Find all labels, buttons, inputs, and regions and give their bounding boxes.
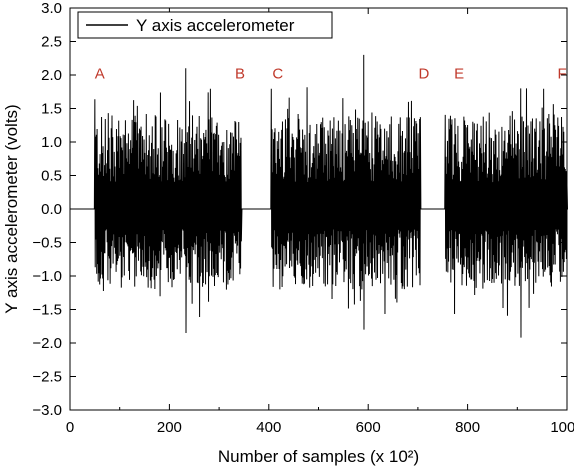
y-axis-title: Y axis accelerometer (volts) — [2, 104, 21, 313]
ticks-layer: 0 200 400 600 800 1000 −3.0 −2.5 −2.0 −1.5 −1.0 −0.… — [32, 0, 574, 436]
y-tick-label: 2.0 — [41, 67, 62, 84]
x-tick-label: 600 — [356, 419, 381, 436]
x-axis-title: Number of samples (x 10²) — [218, 447, 419, 466]
y-tick-label: 3.0 — [41, 0, 62, 17]
segment-label-f: F — [557, 65, 566, 82]
y-tick-label: −2.5 — [32, 369, 62, 386]
y-tick-label: 0.0 — [41, 201, 62, 218]
legend-label: Y axis accelerometer — [136, 16, 295, 35]
y-tick-label: 0.5 — [41, 168, 62, 185]
y-tick-label: −2.0 — [32, 335, 62, 352]
segment-label-a: A — [95, 65, 105, 82]
y-tick-label: 1.0 — [41, 134, 62, 151]
y-tick-label: 2.5 — [41, 34, 62, 51]
y-tick-label: 1.5 — [41, 101, 62, 118]
annotations-layer: A B C D E F — [95, 65, 567, 82]
y-tick-label: −3.0 — [32, 402, 62, 419]
y-tick-label: −1.5 — [32, 302, 62, 319]
segment-label-d: D — [418, 65, 429, 82]
x-tick-label: 400 — [256, 419, 281, 436]
x-tick-label: 800 — [455, 419, 480, 436]
segment-label-e: E — [454, 65, 464, 82]
x-tick-label: 200 — [157, 419, 182, 436]
x-tick-label: 0 — [66, 419, 74, 436]
plot-layer — [70, 54, 569, 338]
x-tick-label: 1000 — [550, 419, 574, 436]
legend: Y axis accelerometer — [77, 11, 333, 39]
series-line-y-axis-accelerometer — [70, 54, 569, 338]
y-tick-label: −0.5 — [32, 235, 62, 252]
y-tick-label: −1.0 — [32, 268, 62, 285]
segment-label-b: B — [235, 65, 245, 82]
segment-label-c: C — [272, 65, 283, 82]
